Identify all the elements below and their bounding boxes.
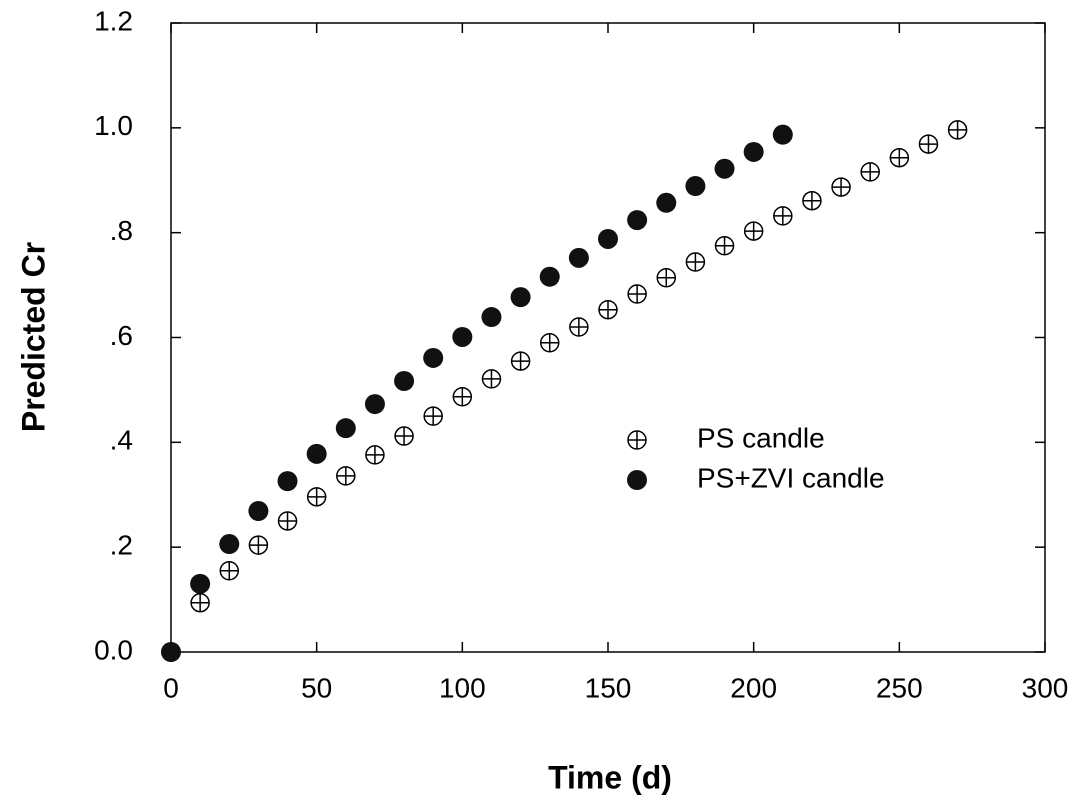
x-tick-label: 300 <box>1022 672 1069 703</box>
x-tick-label: 250 <box>876 672 923 703</box>
point <box>539 266 560 287</box>
marker-dot <box>568 247 589 268</box>
point <box>685 176 706 197</box>
point <box>743 141 764 162</box>
point <box>219 534 240 555</box>
point <box>918 134 939 154</box>
marker-dot <box>481 307 502 328</box>
point <box>394 426 414 446</box>
marker-dot <box>714 158 735 179</box>
marker-dot <box>539 266 560 287</box>
point <box>627 210 648 231</box>
marker-dot <box>598 228 618 249</box>
y-tick-label: .2 <box>110 530 133 561</box>
x-tick-label: 150 <box>585 672 632 703</box>
marker-dot <box>452 326 473 347</box>
point <box>510 287 531 308</box>
point <box>481 307 502 328</box>
point <box>685 252 706 272</box>
marker-dot <box>335 418 356 439</box>
point <box>889 147 910 168</box>
legend-label: PS candle <box>697 422 825 453</box>
point <box>190 573 211 594</box>
point <box>277 471 298 492</box>
marker-dot <box>510 287 531 308</box>
y-tick-label: 1.2 <box>94 5 133 36</box>
plot-frame <box>170 22 1046 653</box>
point <box>423 347 444 368</box>
point <box>452 326 473 347</box>
point <box>248 535 269 555</box>
point <box>598 228 618 249</box>
x-tick-label: 50 <box>301 672 332 703</box>
marker-dot <box>772 124 793 145</box>
point <box>335 418 356 439</box>
point <box>627 470 647 490</box>
point <box>656 267 677 288</box>
y-tick-label: 0.0 <box>94 634 133 665</box>
point <box>365 445 385 465</box>
marker-dot <box>219 534 240 555</box>
point <box>219 561 240 581</box>
point <box>627 284 647 304</box>
marker-dot <box>423 347 444 368</box>
x-axis-title: Time (d) <box>548 759 672 795</box>
marker-dot <box>277 471 298 492</box>
point <box>306 487 327 507</box>
marker-dot <box>394 371 415 392</box>
point <box>568 247 589 268</box>
marker-dot <box>248 500 269 521</box>
point <box>627 430 647 450</box>
point <box>161 642 181 662</box>
x-tick-label: 0 <box>163 672 179 703</box>
point <box>714 236 735 256</box>
marker-dot <box>685 176 706 197</box>
marker-dot <box>161 642 181 662</box>
marker-dot <box>364 394 385 415</box>
point <box>423 406 443 426</box>
point <box>336 466 356 486</box>
y-tick-label: 1.0 <box>94 110 133 141</box>
point <box>802 190 822 211</box>
point <box>394 371 415 392</box>
point <box>772 124 793 145</box>
point <box>656 192 677 213</box>
point <box>860 162 880 182</box>
point <box>248 500 269 521</box>
marker-dot <box>627 470 647 490</box>
x-tick-label: 200 <box>730 672 777 703</box>
point <box>714 158 735 179</box>
point <box>364 394 385 415</box>
y-axis-title: Predicted Cr <box>15 242 51 432</box>
y-tick-label: .6 <box>110 320 133 351</box>
y-tick-label: .8 <box>110 215 133 246</box>
point <box>190 592 210 613</box>
point <box>743 221 764 241</box>
x-tick-label: 100 <box>439 672 486 703</box>
point <box>539 332 560 353</box>
point <box>947 120 968 140</box>
point <box>831 177 851 197</box>
point <box>452 386 473 407</box>
point <box>510 351 531 371</box>
point <box>306 443 327 464</box>
marker-dot <box>743 141 764 162</box>
point <box>481 369 502 389</box>
point <box>277 511 298 531</box>
point <box>773 206 793 226</box>
point <box>598 299 618 320</box>
marker-dot <box>306 443 327 464</box>
point <box>569 317 589 337</box>
legend-label: PS+ZVI candle <box>697 462 885 493</box>
marker-dot <box>656 192 677 213</box>
marker-dot <box>190 573 211 594</box>
y-tick-label: .4 <box>110 425 133 456</box>
marker-dot <box>627 210 648 231</box>
